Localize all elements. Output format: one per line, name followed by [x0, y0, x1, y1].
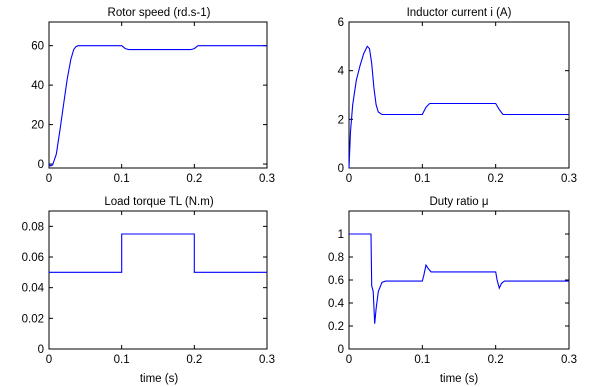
x-tick-label: 0: [46, 354, 52, 366]
plot-area-duty-ratio: 0 0.1 0.2 0.3 0 0.2 0.4 0.6 0.8 1: [328, 210, 577, 366]
y-tick-label: 0.02: [22, 313, 44, 325]
subplot-duty-ratio: Duty ratio μ 0 0.1 0.2 0.3 0 0.2 0.4 0.6 0.8 1 ti…: [328, 196, 577, 385]
y-tick-label: 60: [31, 41, 44, 53]
x-tick-label: 0: [346, 173, 352, 185]
y-tick-label: 0.08: [22, 221, 44, 233]
subplot-title: Inductor current i (A): [407, 7, 512, 19]
y-tick-label: 4: [338, 66, 345, 78]
subplot-title: Rotor speed (rd.s-1): [108, 7, 211, 19]
y-tick-label: 0.6: [328, 275, 344, 287]
plot-area-rotor-speed: 0 0.1 0.2 0.3 0 20 40 60: [31, 21, 275, 185]
x-tick-label: 0: [346, 354, 352, 366]
y-tick-label: 6: [338, 17, 344, 29]
y-tick-label: 0.04: [22, 283, 45, 295]
subplot-title: Load torque TL (N.m): [104, 196, 213, 208]
x-tick-label: 0: [46, 173, 52, 185]
x-tick-label: 0.1: [414, 173, 430, 185]
y-tick-label: 0: [38, 159, 44, 171]
y-tick-label: 0.06: [22, 252, 44, 264]
subplot-inductor-current: Inductor current i (A) 0 0.1 0.2 0.3 0 2 4 6: [338, 7, 577, 185]
x-tick-label: 0.2: [186, 354, 202, 366]
y-tick-label: 0: [338, 344, 344, 356]
subplot-load-torque: Load torque TL (N.m) 0 0.1 0.2 0.3 0 0.02 0.04…: [22, 196, 275, 385]
x-tick-label: 0.3: [561, 173, 577, 185]
axes-frame: [48, 210, 268, 350]
y-tick-label: 2: [338, 114, 344, 126]
x-tick-label: 0.1: [114, 173, 130, 185]
x-tick-label: 0.2: [186, 173, 202, 185]
x-axis-label: time (s): [140, 373, 179, 385]
axes-frame: [348, 210, 570, 350]
y-tick-label: 0.8: [328, 252, 344, 264]
plot-area-load-torque: 0 0.1 0.2 0.3 0 0.02 0.04 0.06 0.08: [22, 210, 275, 366]
x-tick-label: 0.3: [259, 173, 275, 185]
x-tick-label: 0.3: [561, 354, 577, 366]
x-axis-label: time (s): [440, 373, 479, 385]
y-tick-label: 40: [31, 80, 44, 92]
y-tick-label: 0: [38, 344, 44, 356]
axes-frame: [348, 21, 570, 169]
y-tick-label: 0.4: [328, 298, 345, 310]
plot-area-inductor-current: 0 0.1 0.2 0.3 0 2 4 6: [338, 17, 577, 185]
subplot-title: Duty ratio μ: [429, 196, 488, 208]
y-tick-label: 0: [338, 163, 344, 175]
x-tick-label: 0.2: [488, 173, 504, 185]
series-line: [349, 233, 569, 324]
x-tick-label: 0.3: [259, 354, 275, 366]
axes-frame: [48, 21, 268, 169]
subplot-rotor-speed: Rotor speed (rd.s-1) 0 0.1 0.2 0.3 0 20 40 60: [31, 7, 275, 185]
series-line: [348, 45, 569, 169]
y-tick-label: 1: [338, 229, 344, 241]
x-tick-label: 0.1: [114, 354, 130, 366]
series-line: [48, 45, 267, 167]
series-line: [49, 233, 267, 273]
x-tick-label: 0.2: [488, 354, 504, 366]
y-tick-label: 20: [31, 120, 44, 132]
x-tick-label: 0.1: [414, 354, 430, 366]
y-tick-label: 0.2: [328, 321, 344, 333]
